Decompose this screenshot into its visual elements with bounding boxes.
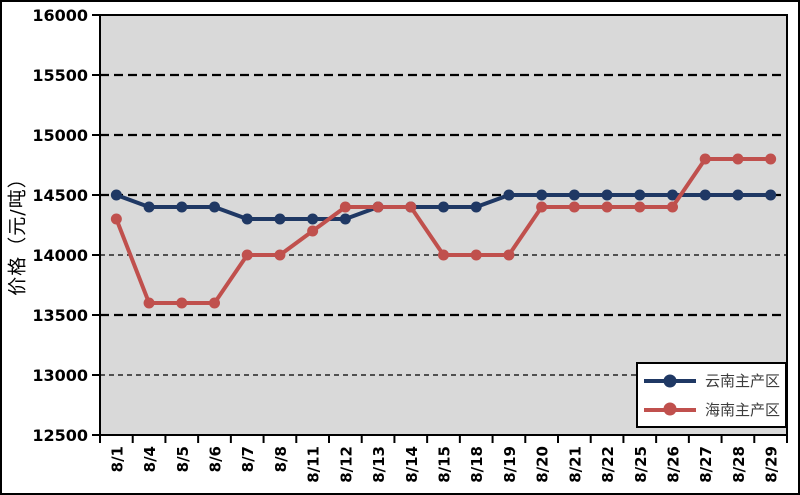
y-tick-label-16000: 16000 [32, 6, 88, 25]
data-point-series1-8/5 [176, 297, 188, 309]
y-tick-label-15000: 15000 [32, 126, 88, 145]
y-tick-label-12500: 12500 [32, 426, 88, 445]
data-point-series1-8/12 [339, 201, 351, 213]
data-point-series1-8/22 [601, 201, 613, 213]
data-point-series0-8/21 [568, 189, 580, 201]
legend-item-hainan: 海南主产区 [644, 395, 781, 423]
data-point-series1-8/13 [372, 201, 384, 213]
data-point-series1-8/26 [667, 201, 678, 213]
y-axis-title: 价格（元/吨） [6, 168, 29, 296]
data-point-series0-8/11 [307, 213, 319, 225]
data-point-series0-8/25 [634, 189, 646, 201]
legend-label-yunnan: 云南主产区 [705, 372, 781, 391]
data-point-series0-8/29 [765, 189, 777, 201]
data-point-series1-8/18 [470, 249, 482, 261]
x-tick-label-8/6: 8/6 [207, 446, 225, 472]
legend-line-marker-sample-yunnan [644, 373, 696, 388]
x-tick-label-8/19: 8/19 [501, 446, 519, 483]
x-tick-label-8/21: 8/21 [566, 446, 584, 483]
x-tick-label-8/5: 8/5 [174, 446, 192, 472]
x-tick-label-8/18: 8/18 [468, 446, 486, 483]
legend-label-hainan: 海南主产区 [705, 400, 781, 419]
data-point-series1-8/7 [241, 249, 253, 261]
data-point-series1-8/28 [732, 153, 744, 165]
data-point-series0-8/20 [536, 189, 548, 201]
data-point-series1-8/1 [110, 213, 122, 225]
data-point-series0-8/15 [438, 201, 449, 213]
data-point-series0-8/22 [601, 189, 613, 201]
x-tick-label-8/12: 8/12 [337, 446, 355, 483]
data-point-series0-8/8 [274, 213, 286, 225]
x-tick-label-8/13: 8/13 [370, 446, 388, 483]
data-point-series0-8/7 [241, 213, 253, 225]
data-point-series0-8/19 [503, 189, 515, 201]
x-tick-label-8/25: 8/25 [632, 446, 650, 483]
x-tick-label-8/29: 8/29 [763, 446, 781, 483]
data-point-series0-8/5 [176, 201, 188, 213]
data-point-series1-8/21 [568, 201, 580, 213]
data-point-series1-8/19 [503, 249, 515, 261]
data-point-series1-8/27 [699, 153, 711, 165]
data-point-series0-8/12 [339, 213, 351, 225]
data-point-series1-8/20 [536, 201, 548, 213]
y-tick-label-13000: 13000 [32, 366, 88, 385]
x-tick-label-8/8: 8/8 [272, 446, 290, 472]
data-point-series0-8/28 [732, 189, 744, 201]
data-point-series1-8/4 [143, 297, 155, 309]
x-tick-label-8/28: 8/28 [730, 446, 748, 483]
legend: 云南主产区 海南主产区 [636, 362, 787, 428]
y-tick-label-14000: 14000 [32, 246, 88, 265]
x-tick-label-8/22: 8/22 [599, 446, 617, 483]
data-point-series1-8/29 [765, 153, 777, 165]
data-point-series0-8/4 [143, 201, 155, 213]
data-point-series1-8/8 [274, 249, 286, 261]
data-point-series0-8/1 [110, 189, 122, 201]
y-tick-label-14500: 14500 [32, 186, 88, 205]
x-tick-label-8/26: 8/26 [665, 446, 683, 483]
x-tick-label-8/15: 8/15 [436, 446, 454, 483]
legend-item-yunnan: 云南主产区 [644, 367, 781, 395]
data-point-series1-8/15 [438, 249, 449, 261]
data-point-series1-8/6 [209, 297, 220, 309]
x-tick-label-8/1: 8/1 [108, 446, 126, 472]
data-point-series1-8/11 [307, 225, 319, 237]
y-tick-label-13500: 13500 [32, 306, 88, 325]
data-point-series0-8/18 [470, 201, 482, 213]
x-tick-label-8/14: 8/14 [403, 446, 421, 483]
x-tick-label-8/20: 8/20 [534, 446, 552, 483]
data-point-series0-8/26 [667, 189, 678, 201]
data-point-series0-8/6 [209, 201, 220, 213]
data-point-series0-8/27 [699, 189, 711, 201]
y-tick-label-15500: 15500 [32, 66, 88, 85]
x-tick-label-8/27: 8/27 [697, 446, 715, 483]
legend-line-marker-sample-hainan [644, 402, 696, 417]
data-point-series1-8/14 [405, 201, 417, 213]
data-point-series1-8/25 [634, 201, 646, 213]
x-tick-label-8/7: 8/7 [239, 446, 257, 472]
x-tick-label-8/11: 8/11 [305, 446, 323, 483]
x-tick-label-8/4: 8/4 [141, 446, 159, 472]
